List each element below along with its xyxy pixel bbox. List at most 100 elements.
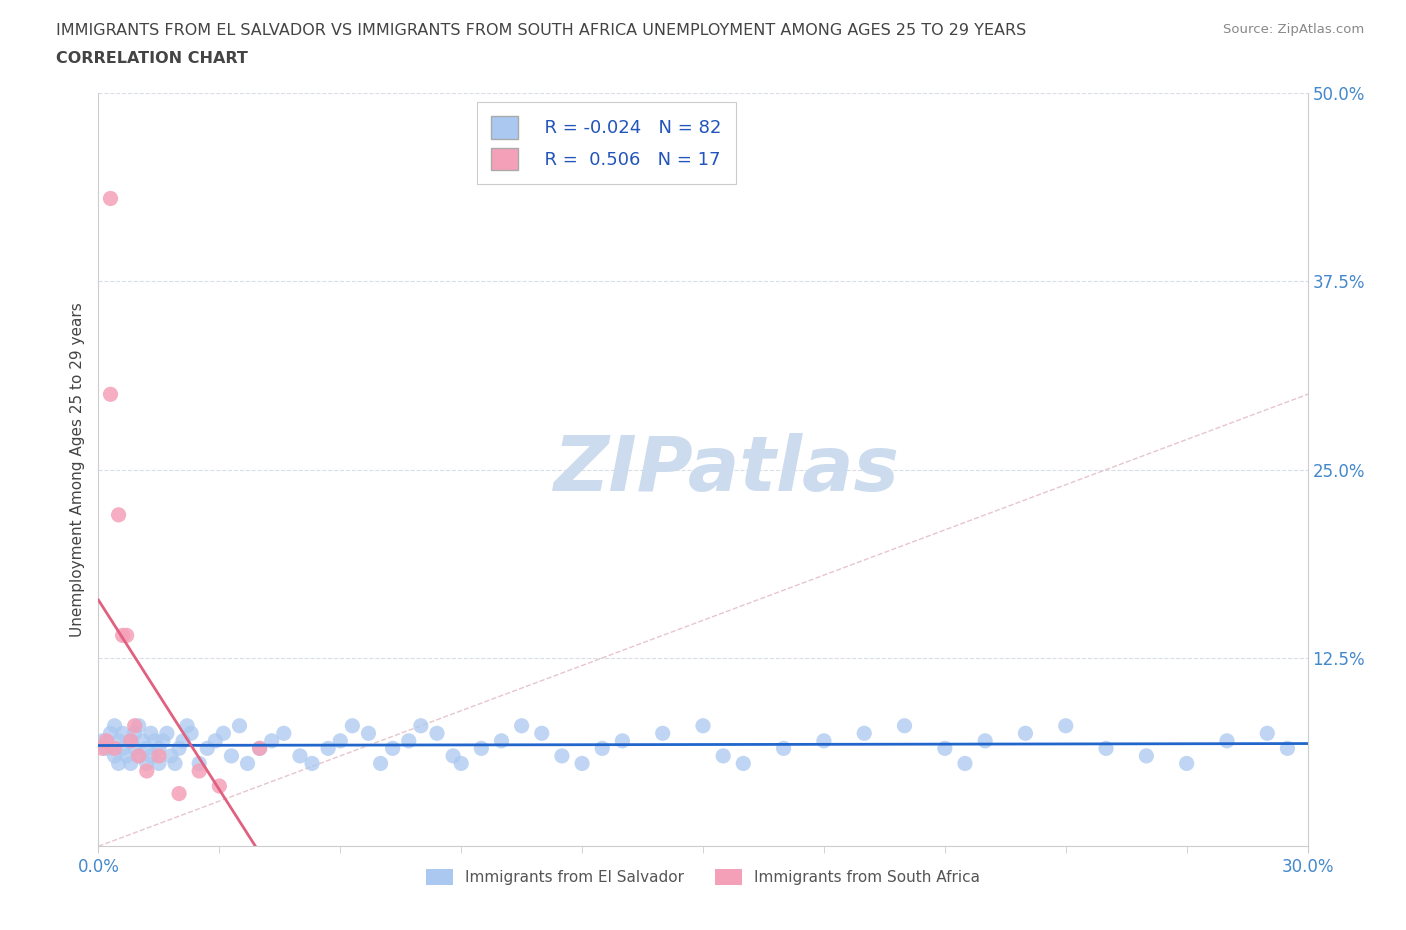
Point xyxy=(96,741,118,756)
Point xyxy=(1256,726,1278,741)
Point xyxy=(208,778,231,793)
Point xyxy=(139,726,162,741)
Point xyxy=(148,749,170,764)
Point xyxy=(111,741,134,756)
Point xyxy=(470,741,492,756)
Text: Source: ZipAtlas.com: Source: ZipAtlas.com xyxy=(1223,23,1364,36)
Point xyxy=(571,756,593,771)
Point xyxy=(135,741,157,756)
Point xyxy=(148,741,170,756)
Point xyxy=(212,726,235,741)
Point xyxy=(135,764,157,778)
Point xyxy=(172,734,194,749)
Point xyxy=(107,734,129,749)
Point xyxy=(96,734,118,749)
Point xyxy=(100,726,122,741)
Point xyxy=(398,734,420,749)
Point xyxy=(160,749,183,764)
Point xyxy=(228,718,250,733)
Point xyxy=(124,741,146,756)
Point xyxy=(934,741,956,756)
Point xyxy=(135,756,157,771)
Point xyxy=(273,726,295,741)
Point xyxy=(381,741,404,756)
Point xyxy=(100,387,122,402)
Text: ZIPatlas: ZIPatlas xyxy=(554,432,900,507)
Point xyxy=(91,734,114,749)
Legend: Immigrants from El Salvador, Immigrants from South Africa: Immigrants from El Salvador, Immigrants … xyxy=(419,863,987,891)
Point xyxy=(195,741,218,756)
Point xyxy=(143,734,166,749)
Point xyxy=(853,726,876,741)
Point xyxy=(288,749,311,764)
Text: CORRELATION CHART: CORRELATION CHART xyxy=(56,51,247,66)
Point xyxy=(316,741,339,756)
Point xyxy=(491,734,513,749)
Point xyxy=(188,756,211,771)
Point xyxy=(612,734,634,749)
Point xyxy=(128,718,150,733)
Point xyxy=(120,734,142,749)
Point xyxy=(236,756,259,771)
Point xyxy=(510,718,533,733)
Point xyxy=(551,749,574,764)
Point xyxy=(176,718,198,733)
Point xyxy=(711,749,734,764)
Point xyxy=(132,734,155,749)
Point xyxy=(167,741,190,756)
Point xyxy=(342,718,364,733)
Point xyxy=(139,749,162,764)
Point xyxy=(733,756,755,771)
Point xyxy=(91,741,114,756)
Point xyxy=(107,756,129,771)
Point xyxy=(249,741,271,756)
Point xyxy=(591,741,613,756)
Point xyxy=(772,741,794,756)
Point xyxy=(115,628,138,643)
Point xyxy=(107,508,129,523)
Point xyxy=(152,734,174,749)
Point xyxy=(128,749,150,764)
Point xyxy=(651,726,673,741)
Point xyxy=(1277,741,1299,756)
Point xyxy=(953,756,976,771)
Point xyxy=(221,749,243,764)
Point xyxy=(180,726,202,741)
Point xyxy=(111,726,134,741)
Point xyxy=(1014,726,1036,741)
Point xyxy=(260,734,283,749)
Point xyxy=(1095,741,1118,756)
Point xyxy=(111,628,134,643)
Text: IMMIGRANTS FROM EL SALVADOR VS IMMIGRANTS FROM SOUTH AFRICA UNEMPLOYMENT AMONG A: IMMIGRANTS FROM EL SALVADOR VS IMMIGRANT… xyxy=(56,23,1026,38)
Point xyxy=(426,726,449,741)
Point xyxy=(128,749,150,764)
Point xyxy=(692,718,714,733)
Point xyxy=(450,756,472,771)
Point xyxy=(100,191,122,206)
Point xyxy=(249,741,271,756)
Point xyxy=(124,718,146,733)
Point xyxy=(357,726,380,741)
Point xyxy=(103,718,125,733)
Point xyxy=(409,718,432,733)
Point xyxy=(813,734,835,749)
Point xyxy=(329,734,352,749)
Point xyxy=(120,756,142,771)
Point xyxy=(370,756,392,771)
Point xyxy=(188,764,211,778)
Point xyxy=(1054,718,1077,733)
Point xyxy=(156,726,179,741)
Point xyxy=(1216,734,1239,749)
Point xyxy=(301,756,323,771)
Point xyxy=(120,734,142,749)
Point xyxy=(163,756,186,771)
Y-axis label: Unemployment Among Ages 25 to 29 years: Unemployment Among Ages 25 to 29 years xyxy=(69,302,84,637)
Point xyxy=(115,749,138,764)
Point xyxy=(124,726,146,741)
Point xyxy=(167,786,190,801)
Point xyxy=(893,718,915,733)
Point xyxy=(530,726,553,741)
Point xyxy=(103,741,125,756)
Point xyxy=(441,749,464,764)
Point xyxy=(974,734,997,749)
